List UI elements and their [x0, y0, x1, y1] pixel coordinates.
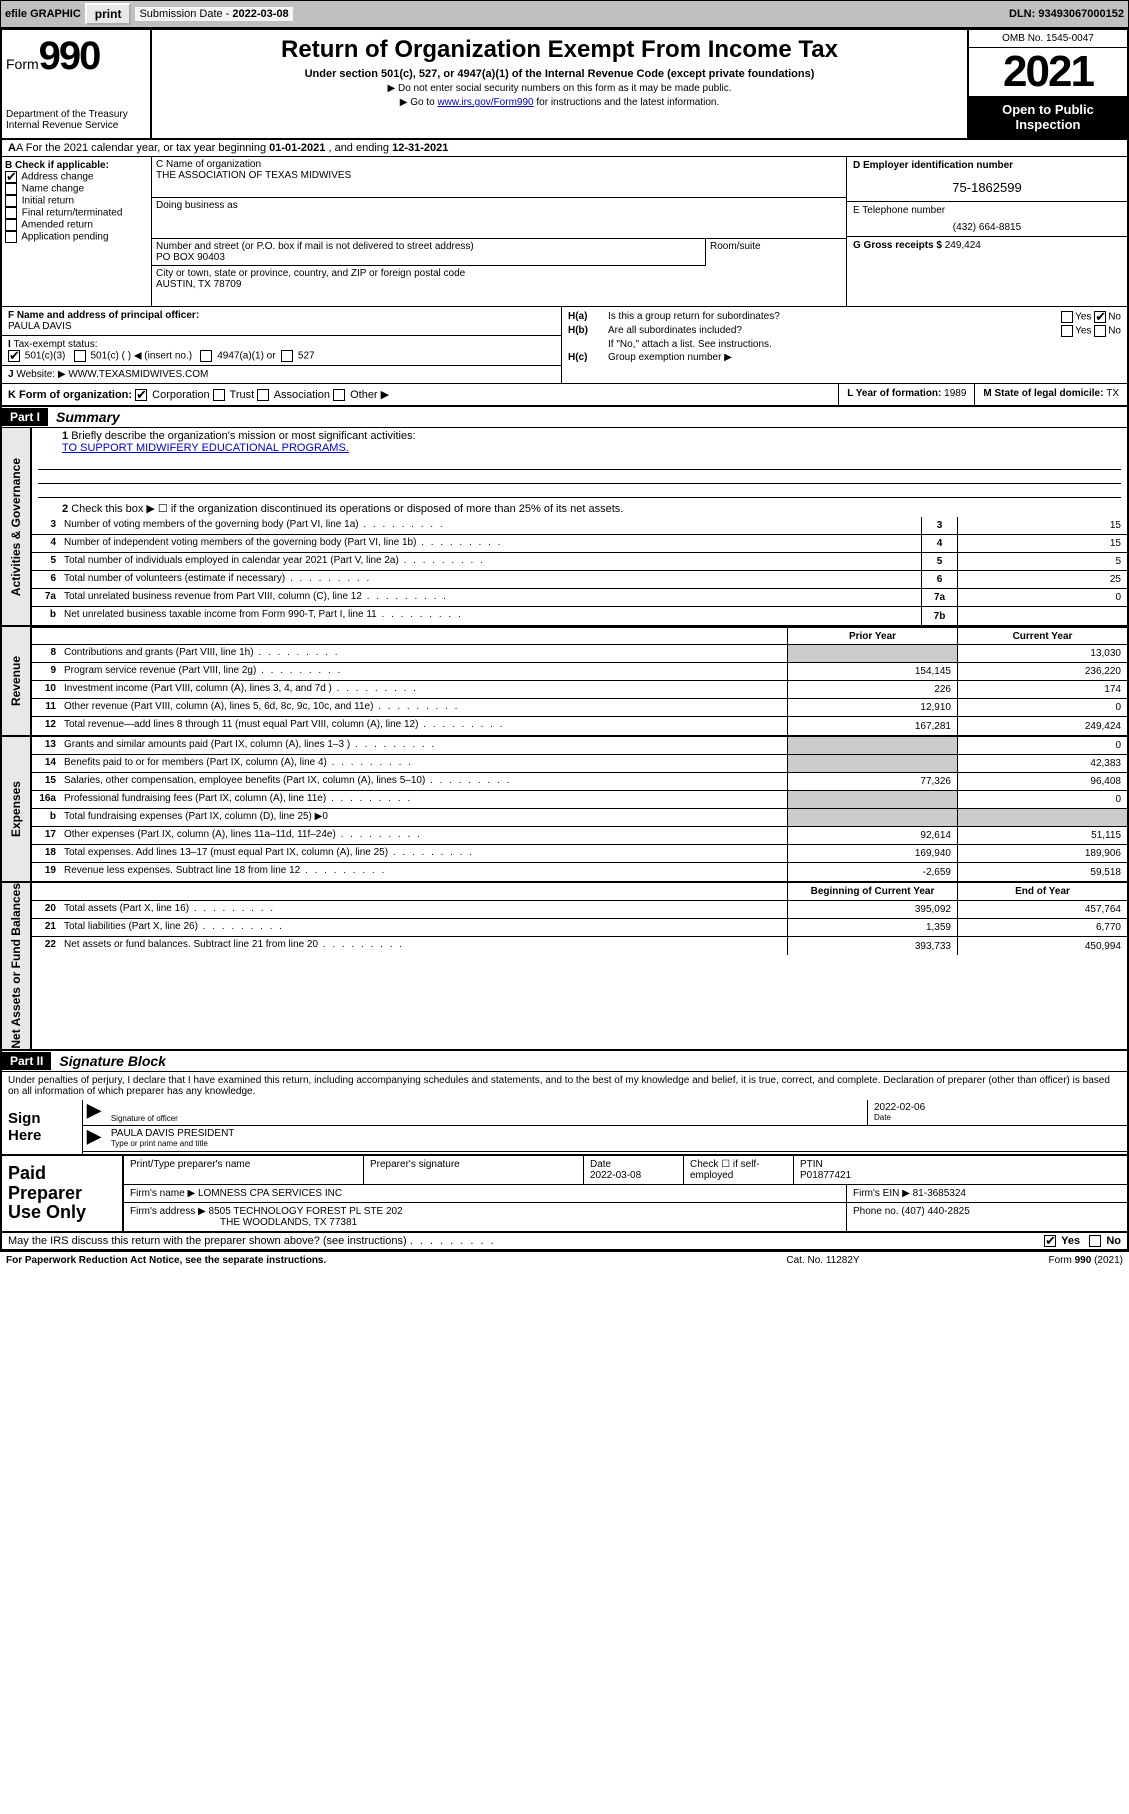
city-state-zip: AUSTIN, TX 78709: [156, 279, 842, 290]
tax-year: 2021: [969, 48, 1127, 96]
table-row: 16a Professional fundraising fees (Part …: [32, 791, 1127, 809]
net-assets-section: Net Assets or Fund Balances Beginning of…: [2, 883, 1127, 1051]
firm-name: LOMNESS CPA SERVICES INC: [198, 1188, 342, 1199]
table-row: 21 Total liabilities (Part X, line 26) 1…: [32, 919, 1127, 937]
print-button[interactable]: print: [85, 3, 132, 25]
table-row: 4 Number of independent voting members o…: [32, 535, 1127, 553]
col-h: H(a) Is this a group return for subordin…: [562, 307, 1127, 383]
part-ii-header: Part II Signature Block: [2, 1051, 1127, 1072]
discuss-yes-checkbox[interactable]: [1044, 1235, 1056, 1247]
form-990-document: Form990 Department of the Treasury Inter…: [0, 28, 1129, 1252]
col-f: F Name and address of principal officer:…: [2, 307, 562, 383]
form-header: Form990 Department of the Treasury Inter…: [2, 30, 1127, 140]
table-row: 15 Salaries, other compensation, employe…: [32, 773, 1127, 791]
table-row: 6 Total number of volunteers (estimate i…: [32, 571, 1127, 589]
table-row: 12 Total revenue—add lines 8 through 11 …: [32, 717, 1127, 735]
table-row: 8 Contributions and grants (Part VIII, l…: [32, 645, 1127, 663]
ptin: P01877421: [800, 1170, 1121, 1181]
table-row: 22 Net assets or fund balances. Subtract…: [32, 937, 1127, 955]
website: WWW.TEXASMIDWIVES.COM: [68, 369, 208, 380]
street-address: PO BOX 90403: [156, 252, 701, 263]
revenue-section: Revenue Prior Year Current Year 8 Contri…: [2, 627, 1127, 737]
table-row: 18 Total expenses. Add lines 13–17 (must…: [32, 845, 1127, 863]
efile-top-bar: efile GRAPHIC print Submission Date - 20…: [0, 0, 1129, 28]
colb-check-3[interactable]: [5, 207, 17, 219]
activities-governance-section: Activities & Governance 1 Briefly descri…: [2, 428, 1127, 627]
dln: DLN: 93493067000152: [1009, 8, 1124, 20]
table-row: 14 Benefits paid to or for members (Part…: [32, 755, 1127, 773]
col-de: D Employer identification number 75-1862…: [847, 157, 1127, 306]
mission-text[interactable]: TO SUPPORT MIDWIFERY EDUCATIONAL PROGRAM…: [62, 442, 349, 454]
header-right-col: OMB No. 1545-0047 2021 Open to Public In…: [967, 30, 1127, 138]
discuss-no-checkbox[interactable]: [1089, 1235, 1101, 1247]
table-row: 19 Revenue less expenses. Subtract line …: [32, 863, 1127, 881]
phone: (432) 664-8815: [847, 219, 1127, 236]
part-i-header: Part I Summary: [2, 407, 1127, 428]
paid-preparer-block: Paid Preparer Use Only Print/Type prepar…: [2, 1156, 1127, 1233]
firm-ein: 81-3685324: [913, 1188, 966, 1199]
table-row: 10 Investment income (Part VIII, column …: [32, 681, 1127, 699]
table-row: 5 Total number of individuals employed i…: [32, 553, 1127, 571]
table-row: 9 Program service revenue (Part VIII, li…: [32, 663, 1127, 681]
table-row: 7a Total unrelated business revenue from…: [32, 589, 1127, 607]
efile-label: efile GRAPHIC: [5, 8, 81, 20]
irs-form990-link[interactable]: www.irs.gov/Form990: [437, 97, 533, 108]
sign-here-block: Sign Here ▶ Signature of officer 2022-02…: [2, 1100, 1127, 1156]
form-title: Return of Organization Exempt From Incom…: [158, 36, 961, 64]
klm-row: K Form of organization: Corporation Trus…: [2, 384, 1127, 407]
ein: 75-1862599: [847, 174, 1127, 201]
col-b-checkboxes: B Check if applicable: Address change Na…: [2, 157, 152, 306]
table-row: 11 Other revenue (Part VIII, column (A),…: [32, 699, 1127, 717]
table-row: 13 Grants and similar amounts paid (Part…: [32, 737, 1127, 755]
bcde-row: B Check if applicable: Address change Na…: [2, 157, 1127, 307]
501c3-checkbox[interactable]: [8, 350, 20, 362]
gross-receipts: 249,424: [945, 240, 981, 251]
expenses-section: Expenses 13 Grants and similar amounts p…: [2, 737, 1127, 883]
header-left-col: Form990 Department of the Treasury Inter…: [2, 30, 152, 138]
table-row: bTotal fundraising expenses (Part IX, co…: [32, 809, 1127, 827]
state-domicile: TX: [1106, 388, 1119, 399]
discuss-row: May the IRS discuss this return with the…: [2, 1233, 1127, 1250]
colb-check-5[interactable]: [5, 231, 17, 243]
colb-check-0[interactable]: [5, 171, 17, 183]
fgh-row: F Name and address of principal officer:…: [2, 307, 1127, 384]
table-row: 3 Number of voting members of the govern…: [32, 517, 1127, 535]
colb-check-2[interactable]: [5, 195, 17, 207]
table-row: b Net unrelated business taxable income …: [32, 607, 1127, 625]
row-a-tax-year: AA For the 2021 calendar year, or tax ye…: [2, 140, 1127, 157]
page-footer: For Paperwork Reduction Act Notice, see …: [0, 1252, 1129, 1269]
preparer-phone: (407) 440-2825: [901, 1206, 969, 1217]
table-row: 20 Total assets (Part X, line 16) 395,09…: [32, 901, 1127, 919]
colb-check-1[interactable]: [5, 183, 17, 195]
group-return-no[interactable]: [1094, 311, 1106, 323]
perjury-declaration: Under penalties of perjury, I declare th…: [2, 1072, 1127, 1100]
org-name: THE ASSOCIATION OF TEXAS MIDWIVES: [156, 170, 842, 181]
year-formation: 1989: [944, 388, 966, 399]
col-c-org-info: C Name of organization THE ASSOCIATION O…: [152, 157, 847, 306]
colb-check-4[interactable]: [5, 219, 17, 231]
header-title-col: Return of Organization Exempt From Incom…: [152, 30, 967, 138]
submission-date: Submission Date - 2022-03-08: [135, 7, 292, 21]
principal-officer: PAULA DAVIS: [8, 321, 555, 332]
officer-name: PAULA DAVIS PRESIDENT: [111, 1128, 1121, 1139]
table-row: 17 Other expenses (Part IX, column (A), …: [32, 827, 1127, 845]
